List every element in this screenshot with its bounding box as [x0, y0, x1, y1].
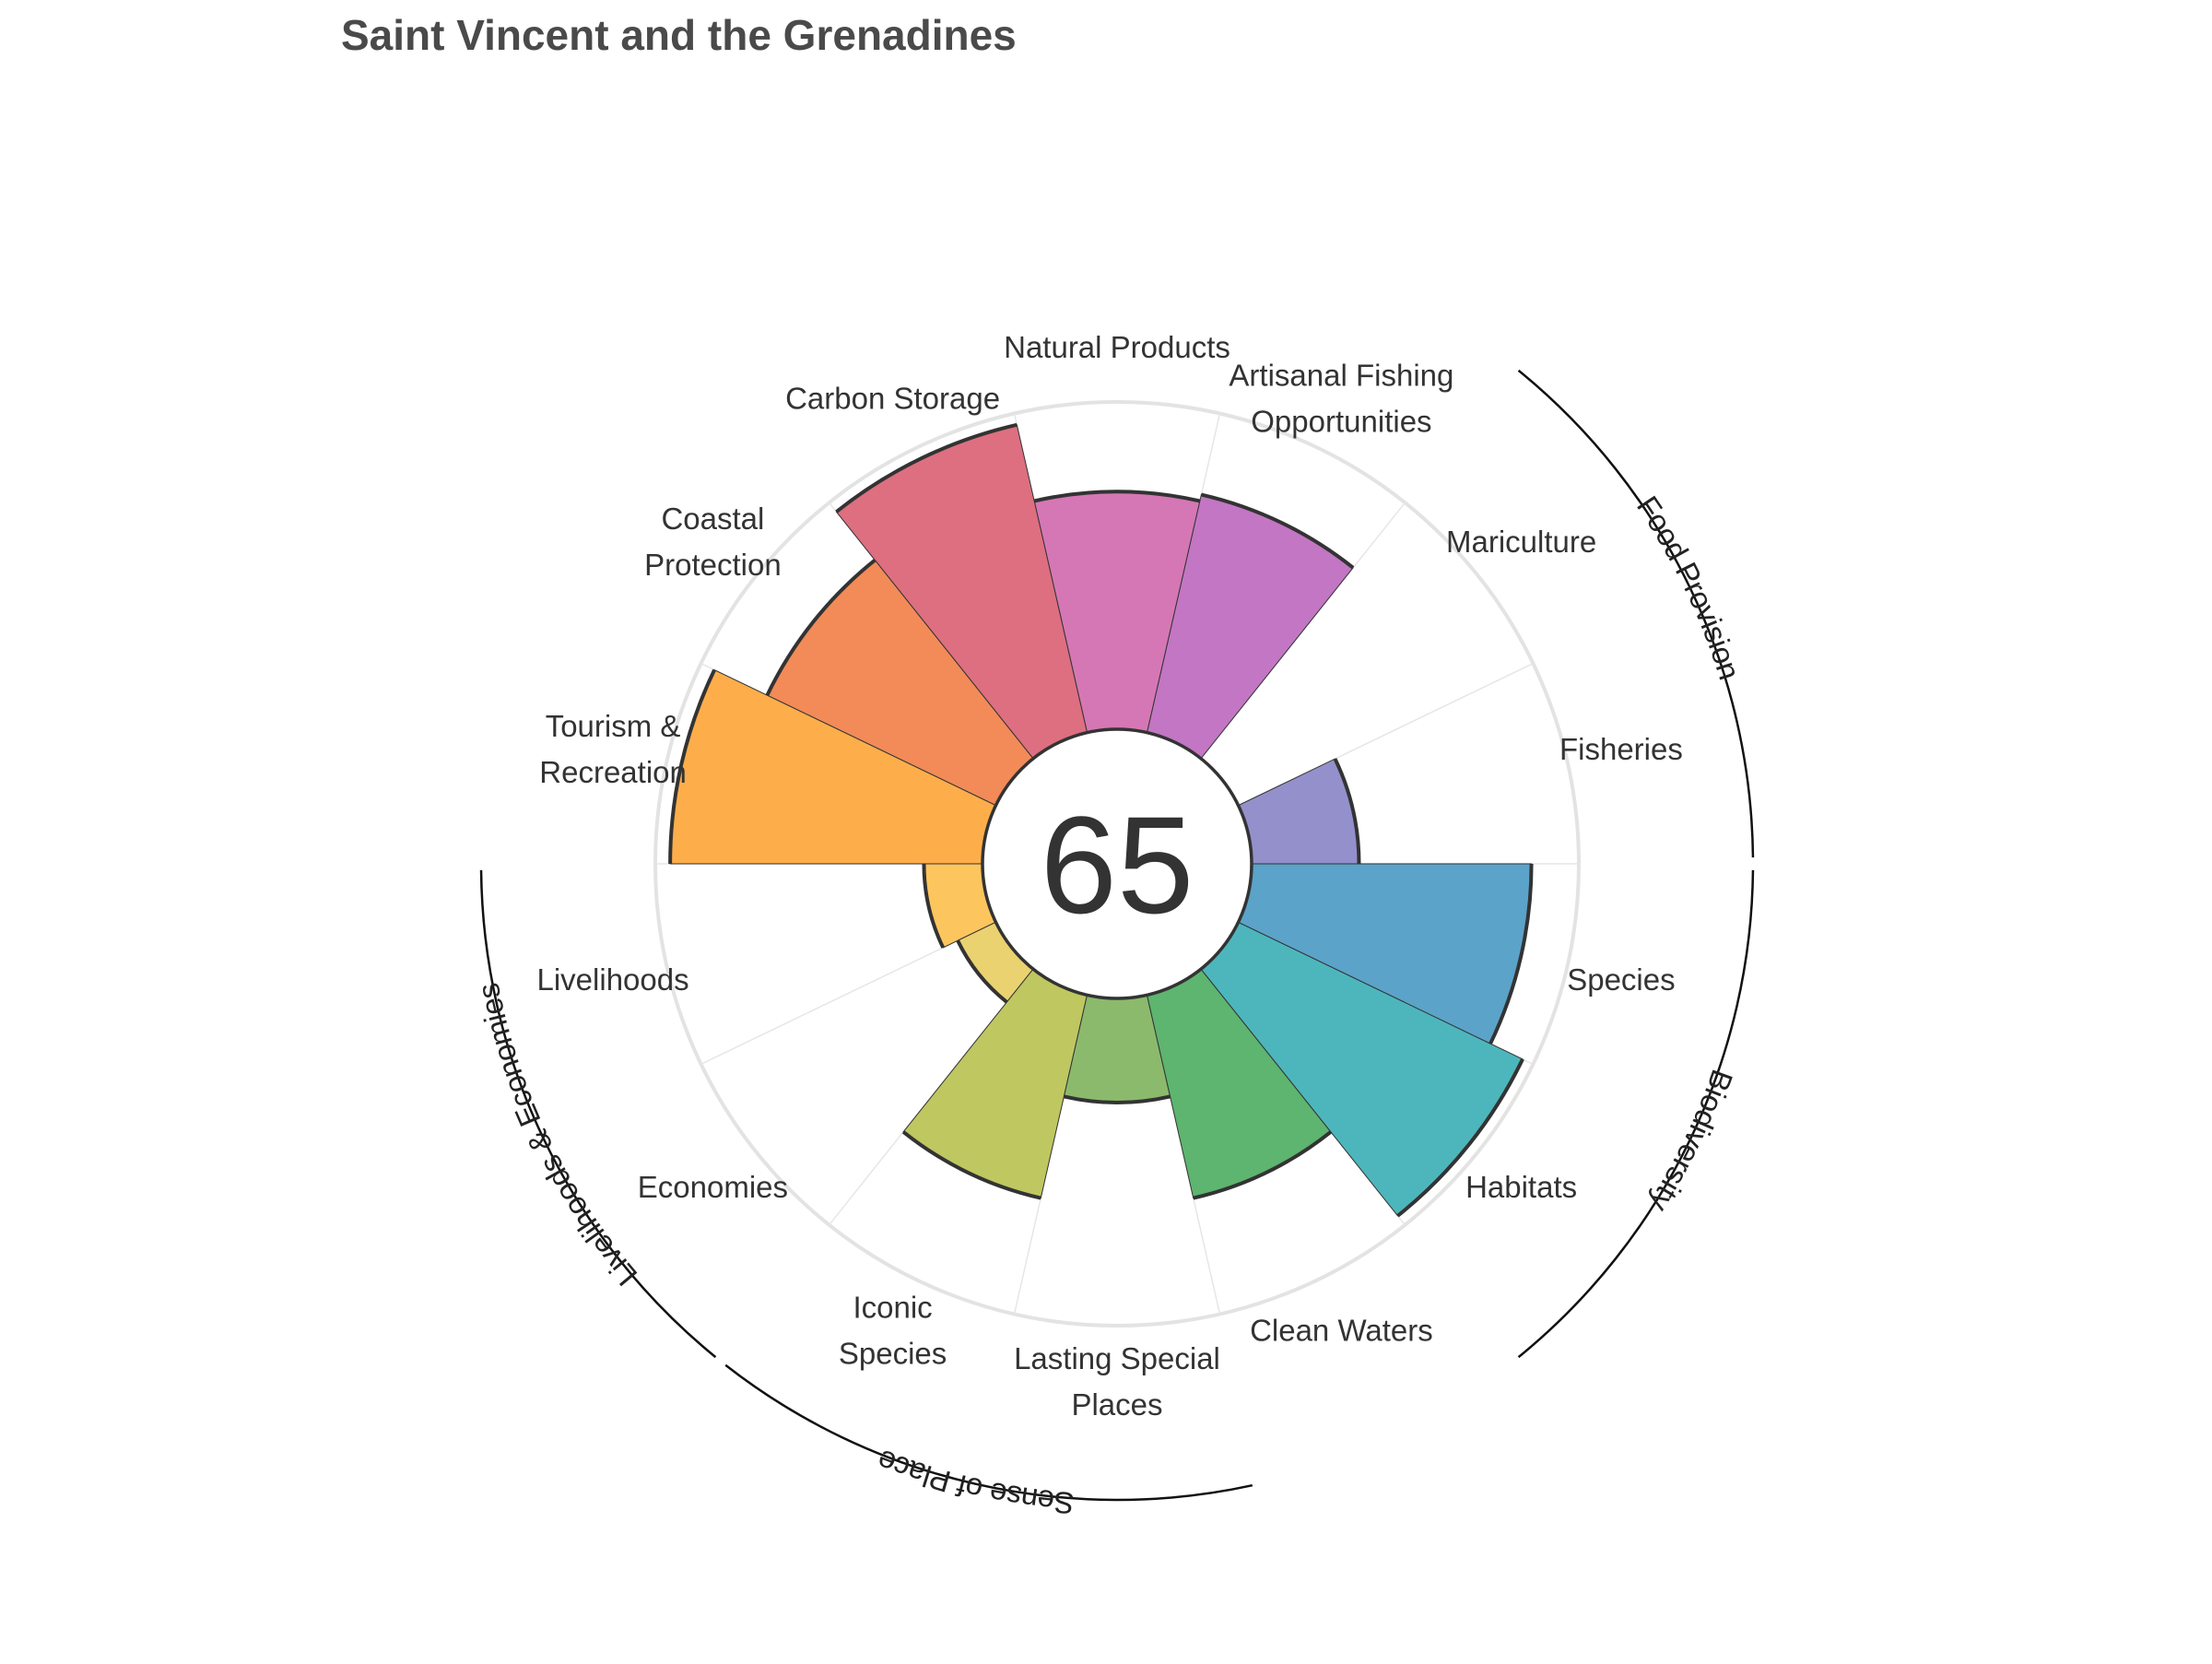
center-circle: [981, 727, 1253, 1000]
petal-edge: [1063, 1094, 1171, 1104]
goal-label: Sense of Place: [872, 1443, 1075, 1520]
petal-labels: Fisheries Mariculture Artisanal Fishing Opp…: [537, 330, 1683, 1422]
petal-label: Iconic Species: [839, 1290, 947, 1370]
goal-label: Biodiversity: [1642, 1066, 1739, 1219]
petal-label: Mariculture: [1446, 525, 1596, 559]
petal-edge: [1488, 863, 1534, 1044]
petal-edge: [901, 1130, 1041, 1200]
petal-label: Economies: [638, 1170, 788, 1204]
petal-label: Clean Waters: [1250, 1313, 1433, 1347]
petal-edge: [1333, 758, 1361, 865]
petal-edge: [1033, 490, 1201, 503]
goal-label: Food Provision: [1630, 490, 1747, 683]
goal-arc: [479, 869, 717, 1359]
chart-title: Saint Vincent and the Grenadines: [341, 11, 1017, 59]
petal-label: Species: [1567, 962, 1675, 997]
goal-label-path: [1529, 358, 1770, 857]
petal-edge: [956, 939, 1008, 1004]
goal-arc: [1517, 869, 1755, 1359]
petal-label: Coastal Protection: [644, 502, 782, 582]
petal-edge: [1396, 1058, 1524, 1218]
petals: [668, 422, 1534, 1218]
petal-label: Tourism & Recreation: [539, 709, 687, 789]
center-score: 65: [1041, 787, 1194, 942]
petal-label: Natural Products: [1004, 330, 1230, 364]
petal-edge: [922, 863, 946, 949]
petal-label: Livelihoods: [537, 962, 689, 997]
petal-label: Fisheries: [1559, 732, 1683, 766]
petal-edge: [1193, 1130, 1333, 1200]
petal-edge: [1200, 492, 1355, 570]
petal-label: Lasting Special Places: [1014, 1341, 1220, 1422]
petal-label: Artisanal Fishing Opportunities: [1229, 359, 1453, 439]
petal-label: Habitats: [1465, 1170, 1577, 1204]
goal-label-path: [1529, 870, 1770, 1370]
petal-edge: [668, 668, 716, 865]
goal-arc: [724, 1363, 1253, 1502]
petal-edge: [765, 559, 877, 697]
goal-label: Livelihoods & Economies: [471, 980, 644, 1292]
petal-iconic-species: [902, 968, 1088, 1199]
goal-label-path: [465, 870, 705, 1370]
petal-edge: [835, 422, 1018, 513]
petal-label: Carbon Storage: [785, 382, 1000, 416]
goal-arc: [1517, 369, 1755, 858]
